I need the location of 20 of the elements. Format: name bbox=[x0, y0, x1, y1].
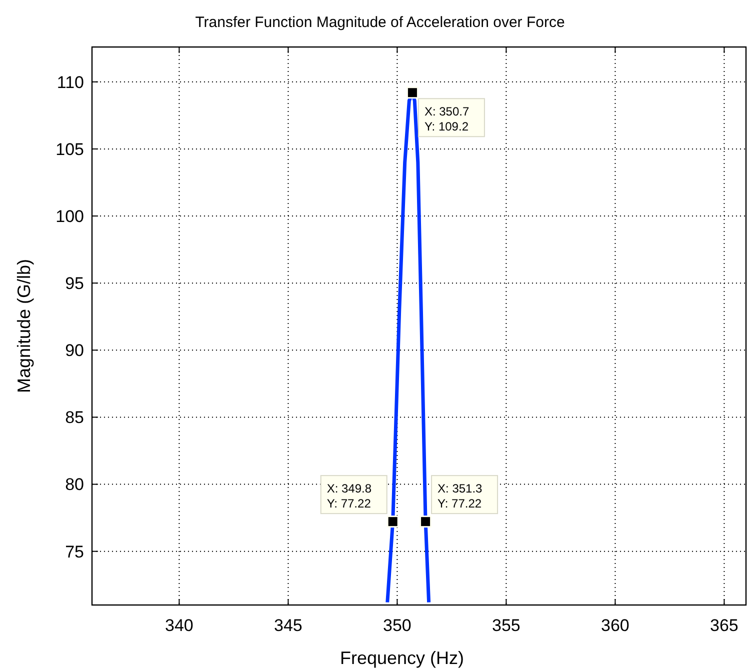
y-axis-title: Magnitude (G/lb) bbox=[14, 258, 34, 394]
annotation: X: 350.7 Y: 109.2 bbox=[424, 104, 470, 134]
x-tick-label: 360 bbox=[601, 616, 630, 635]
y-tick-label: 75 bbox=[65, 542, 84, 562]
y-tick-label: 80 bbox=[65, 475, 84, 494]
y-tick-label: 100 bbox=[56, 206, 84, 226]
y-tick-label: 110 bbox=[56, 72, 84, 92]
y-tick-label: 90 bbox=[65, 341, 84, 360]
x-tick-label: 345 bbox=[274, 616, 302, 635]
x-tick-label: 365 bbox=[710, 616, 738, 635]
annotation: X: 349.8 Y: 77.22 bbox=[326, 482, 372, 511]
y-tick-label: 105 bbox=[56, 140, 84, 159]
y-tick-label: 95 bbox=[65, 274, 84, 294]
x-tick-label: 340 bbox=[165, 616, 194, 635]
annotation: X: 351.3 Y: 77.22 bbox=[438, 482, 483, 511]
x-axis-title: Frequency (Hz) bbox=[340, 648, 464, 668]
y-tick-label: 85 bbox=[65, 408, 84, 428]
x-tick-label: 350 bbox=[383, 616, 412, 635]
x-tick-label: 355 bbox=[492, 616, 520, 635]
chart-title: Transfer Function Magnitude of Acceleration over Force bbox=[195, 14, 565, 31]
